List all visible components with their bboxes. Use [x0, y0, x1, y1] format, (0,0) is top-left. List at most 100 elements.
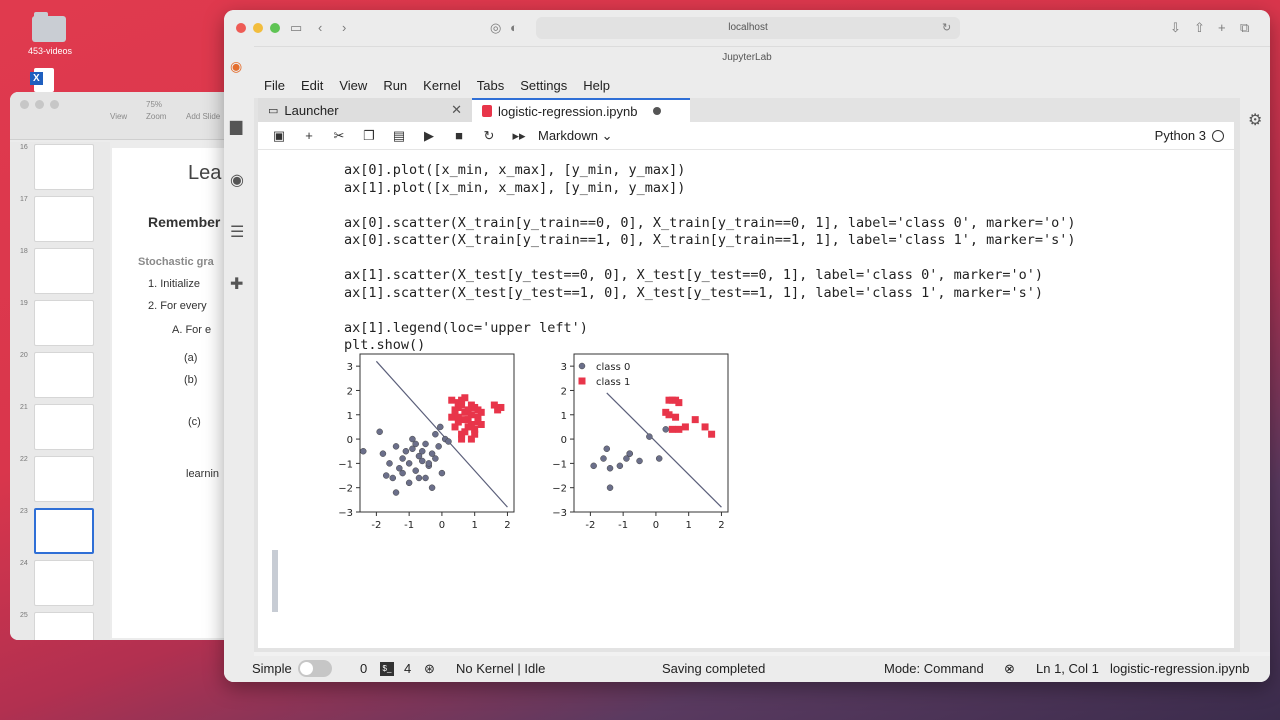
active-cell-indicator[interactable]	[272, 550, 278, 612]
run-icon[interactable]: ▶	[424, 127, 434, 143]
extension-icon[interactable]: ✚	[230, 276, 244, 293]
slide-thumbnail[interactable]: 22	[10, 454, 110, 506]
desktop-file-icon[interactable]: X	[30, 68, 54, 92]
minimize-window-button[interactable]	[253, 23, 263, 33]
copy-icon[interactable]: ❐	[363, 127, 375, 143]
address-bar[interactable]: localhost	[536, 17, 960, 39]
forward-icon[interactable]: ›	[342, 20, 347, 35]
code-line[interactable]: ax[1].scatter(X_test[y_test==0, 0], X_te…	[344, 267, 1043, 283]
slide-thumbnail[interactable]: 21	[10, 402, 110, 454]
presentation-window[interactable]: View 75% Zoom Add Slide 16 17 18 19 20 2…	[10, 92, 240, 640]
menu-run[interactable]: Run	[383, 77, 408, 93]
code-cell[interactable]: ax[0].plot([x_min, x_max], [y_min, y_max…	[344, 162, 1076, 355]
code-line[interactable]	[344, 250, 1076, 268]
kernel-status[interactable]: No Kernel | Idle	[456, 661, 546, 676]
class-1-point	[461, 394, 469, 402]
slide-thumbnail[interactable]: 20	[10, 350, 110, 402]
stop-icon[interactable]: ■	[455, 128, 463, 143]
class-0-point	[405, 479, 413, 487]
code-line[interactable]: ax[0].scatter(X_train[y_train==1, 0], X_…	[344, 232, 1076, 248]
desktop-folder-label[interactable]: 453-videos	[27, 46, 73, 56]
kernel-count[interactable]: 4	[404, 661, 412, 676]
menu-file[interactable]: File	[264, 77, 285, 93]
slide-thumbnail[interactable]: 16	[10, 142, 110, 194]
code-line[interactable]: ax[0].scatter(X_train[y_train==0, 0], X_…	[344, 214, 1076, 231]
menu-help[interactable]: Help	[583, 77, 610, 93]
slide-number: 19	[20, 300, 28, 307]
zoom-window-button[interactable]	[270, 23, 280, 33]
window-controls[interactable]	[236, 23, 280, 33]
cursor-position[interactable]: Ln 1, Col 1	[1036, 661, 1099, 676]
slide-thumbnail-selected[interactable]: 23	[10, 506, 110, 558]
restart-icon[interactable]: ↻	[483, 127, 495, 143]
address-text[interactable]: localhost	[728, 22, 768, 33]
shield-icon[interactable]: ◐	[510, 20, 518, 35]
download-icon[interactable]: ⇩	[1170, 20, 1181, 35]
close-icon[interactable]: ✕	[451, 102, 462, 117]
class-0-point	[399, 469, 406, 477]
privacy-icon[interactable]: ◎	[490, 20, 502, 35]
gear-icon[interactable]: ⚙	[1248, 112, 1263, 129]
menu-kernel[interactable]: Kernel	[423, 77, 461, 93]
fast-forward-icon[interactable]: ▸▸	[512, 127, 526, 143]
cut-icon[interactable]: ✂	[333, 127, 345, 143]
browser-tab[interactable]: JupyterLab	[224, 46, 1270, 72]
add-cell-icon[interactable]: +	[305, 128, 313, 143]
slide-thumbnail[interactable]: 24	[10, 558, 110, 610]
code-line[interactable]: ax[1].legend(loc='upper left')	[344, 319, 588, 336]
new-tab-icon[interactable]: +	[1218, 20, 1226, 35]
slide-thumbnail[interactable]: 25	[10, 610, 110, 640]
desktop-folder-icon[interactable]	[32, 12, 66, 42]
reload-icon[interactable]: ↻	[942, 22, 952, 34]
slide-thumbnail[interactable]: 18	[10, 246, 110, 298]
add-slide-button[interactable]: Add Slide	[186, 112, 221, 121]
folder-icon[interactable]: ▆	[230, 118, 243, 135]
menu-settings[interactable]: Settings	[520, 77, 568, 93]
tab-launcher[interactable]: ▭ Launcher ✕	[258, 98, 472, 122]
kernel-indicator[interactable]: Python 3	[1155, 128, 1224, 143]
simple-mode-toggle[interactable]	[298, 660, 332, 677]
share-icon[interactable]: ⇧	[1194, 20, 1205, 35]
notebook-panel[interactable]: ▣ + ✂ ❐ ▤ ▶ ■ ↻ ▸▸ Markdown ⌄ Python 3 a…	[258, 122, 1234, 648]
tab-notebook[interactable]: logistic-regression.ipynb	[472, 98, 690, 122]
class-0-point	[623, 455, 630, 462]
toc-icon[interactable]: ☰	[230, 224, 245, 241]
unsaved-dot-icon[interactable]	[653, 107, 662, 115]
terminal-count[interactable]: 0	[360, 661, 368, 676]
decision-boundary-line	[375, 360, 508, 508]
code-line[interactable]: ax[0].plot([x_min, x_max], [y_min, y_max…	[344, 162, 686, 178]
browser-tab-title[interactable]: JupyterLab	[722, 52, 772, 63]
zoom-level[interactable]: 75%	[146, 100, 163, 109]
slide-thumbnail[interactable]: 19	[10, 298, 110, 350]
close-window-button[interactable]	[236, 23, 246, 33]
code-line[interactable]: plt.show()	[344, 337, 426, 353]
view-menu[interactable]: View	[110, 112, 128, 121]
zoom-menu[interactable]: Zoom	[146, 112, 167, 121]
trust-icon[interactable]: ⊗	[1004, 661, 1015, 676]
save-icon[interactable]: ▣	[272, 127, 286, 143]
tab-overview-icon[interactable]: ⧉	[1240, 20, 1250, 35]
cell-type-select[interactable]: Markdown ⌄	[538, 128, 613, 144]
code-line[interactable]	[344, 197, 1076, 215]
back-icon[interactable]: ‹	[318, 20, 323, 35]
class-1-point	[461, 416, 469, 424]
menu-tabs[interactable]: Tabs	[476, 77, 505, 93]
code-line[interactable]: ax[1].plot([x_min, x_max], [y_min, y_max…	[344, 179, 686, 196]
paste-icon[interactable]: ▤	[392, 127, 406, 143]
code-line[interactable]	[344, 302, 1076, 320]
slide-thumbnail[interactable]: 17	[10, 194, 110, 246]
kernel-session-icon[interactable]: ⊛	[424, 661, 435, 676]
running-icon[interactable]: ◉	[230, 172, 244, 189]
slide-canvas[interactable]: Lea Remember Stochastic gra 1. Initializ…	[112, 148, 240, 638]
menu-view[interactable]: View	[339, 77, 368, 93]
menu-edit[interactable]: Edit	[300, 77, 324, 93]
browser-window[interactable]: ▭ ‹ › ◎ ◐ localhost ↻ ⇩ ⇧ + ⧉ JupyterLab…	[224, 10, 1270, 682]
presentation-window-controls[interactable]	[20, 100, 59, 109]
terminal-icon[interactable]: $_	[380, 662, 394, 676]
legend-class-1-label: class 1	[596, 377, 630, 388]
slide-step-b-sub: (b)	[184, 374, 198, 386]
code-line[interactable]: ax[1].scatter(X_test[y_test==1, 0], X_te…	[344, 284, 1043, 301]
notebook-mode[interactable]: Mode: Command	[884, 661, 984, 676]
class-0-point	[412, 467, 419, 474]
sidebar-toggle-icon[interactable]: ▭	[290, 20, 303, 35]
